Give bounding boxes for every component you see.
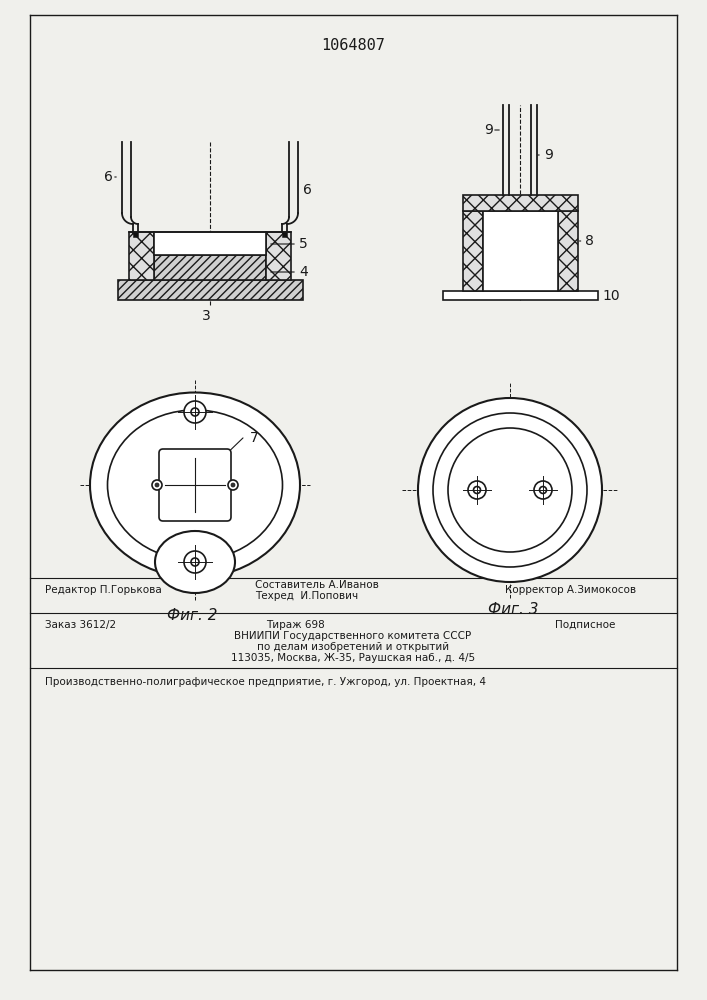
Ellipse shape [90, 392, 300, 578]
Circle shape [228, 480, 238, 490]
Text: 9: 9 [544, 148, 553, 162]
Circle shape [184, 401, 206, 423]
Text: Фиг. 3: Фиг. 3 [488, 602, 539, 617]
Bar [154, 232, 266, 255]
Circle shape [231, 483, 235, 487]
Bar [133, 232, 138, 237]
Text: Фиг. 2: Фиг. 2 [167, 607, 218, 622]
Circle shape [191, 408, 199, 416]
Bar [266, 232, 291, 280]
Bar [129, 232, 154, 280]
Circle shape [534, 481, 552, 499]
Text: 6: 6 [104, 170, 113, 184]
Bar [154, 255, 266, 280]
Text: по делам изобретений и открытий: по делам изобретений и открытий [257, 642, 449, 652]
Text: Корректор А.Зимокосов: Корректор А.Зимокосов [505, 585, 636, 595]
Circle shape [539, 487, 547, 493]
Bar [282, 232, 287, 237]
Bar [558, 211, 578, 291]
Text: Техред  И.Попович: Техред И.Попович [255, 591, 358, 601]
Bar [482, 211, 558, 291]
Ellipse shape [155, 531, 235, 593]
Text: 9: 9 [484, 123, 493, 137]
Text: 1064807: 1064807 [321, 37, 385, 52]
Text: 4: 4 [299, 265, 308, 279]
Text: Заказ 3612/2: Заказ 3612/2 [45, 620, 116, 630]
Circle shape [152, 480, 162, 490]
Ellipse shape [168, 542, 223, 582]
Text: Составитель А.Иванов: Составитель А.Иванов [255, 580, 379, 590]
Text: 6: 6 [303, 183, 312, 197]
Circle shape [474, 487, 481, 493]
Bar [462, 211, 482, 291]
Text: Редактор П.Горькова: Редактор П.Горькова [45, 585, 162, 595]
Circle shape [184, 551, 206, 573]
Text: 7: 7 [250, 431, 259, 445]
Text: 3: 3 [202, 309, 211, 323]
Text: 8: 8 [585, 234, 595, 248]
Bar [462, 195, 578, 211]
Text: Тираж 698: Тираж 698 [266, 620, 325, 630]
Text: 5: 5 [299, 237, 308, 251]
Text: Подписное: Подписное [555, 620, 615, 630]
Text: ВНИИПИ Государственного комитета СССР: ВНИИПИ Государственного комитета СССР [235, 631, 472, 641]
Text: Производственно-полиграфическое предприятие, г. Ужгород, ул. Проектная, 4: Производственно-полиграфическое предприя… [45, 677, 486, 687]
Bar [117, 280, 303, 300]
Ellipse shape [107, 410, 283, 560]
Circle shape [418, 398, 602, 582]
Circle shape [468, 481, 486, 499]
Text: 10: 10 [602, 288, 620, 302]
Circle shape [433, 413, 587, 567]
Text: 113035, Москва, Ж-35, Раушская наб., д. 4/5: 113035, Москва, Ж-35, Раушская наб., д. … [231, 653, 475, 663]
Circle shape [448, 428, 572, 552]
Circle shape [191, 558, 199, 566]
FancyBboxPatch shape [159, 449, 231, 521]
Bar [443, 291, 597, 300]
Circle shape [155, 483, 159, 487]
